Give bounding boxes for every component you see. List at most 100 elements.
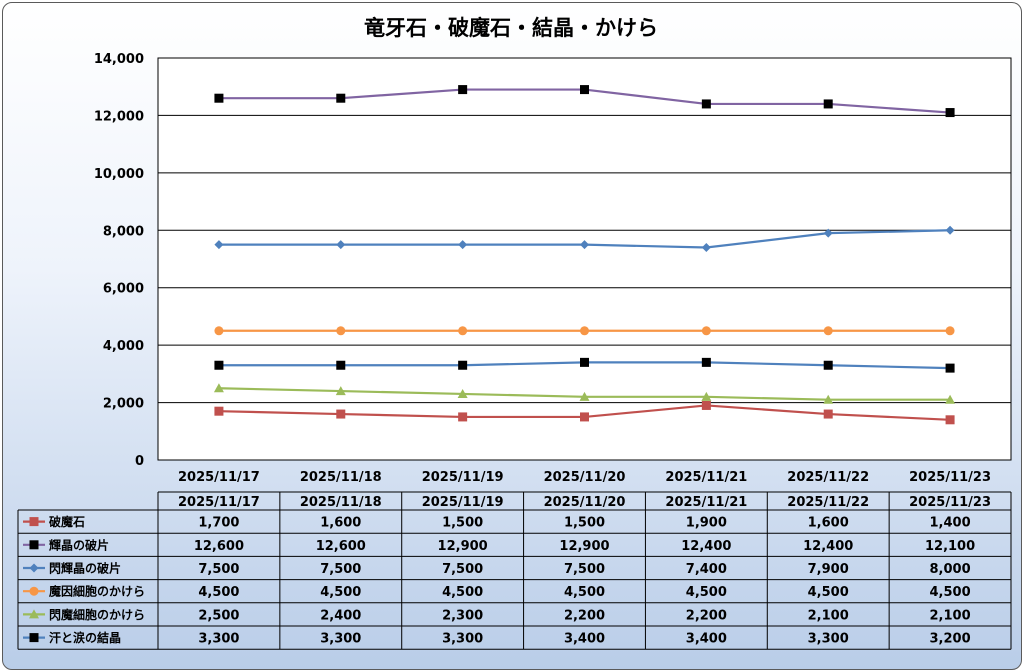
data-point: [701, 326, 711, 336]
table-header-cell: 2025/11/21: [665, 495, 747, 510]
x-axis-ticks: 2025/11/17 2025/11/18 2025/11/19 2025/11/20…: [178, 470, 991, 485]
table-cell: 8,000: [930, 562, 971, 577]
legend-marker: [29, 540, 39, 550]
table-cell: 2,300: [442, 608, 483, 623]
data-point: [214, 360, 224, 370]
table-cell: 3,300: [320, 632, 361, 647]
table-cell: 4,500: [320, 585, 361, 600]
y-tick-label: 12,000: [94, 109, 144, 124]
table-cell: 1,900: [686, 516, 727, 531]
data-point: [336, 326, 346, 336]
table-cell: 3,300: [442, 632, 483, 647]
table-cell: 1,700: [198, 516, 239, 531]
y-tick-label: 2,000: [103, 397, 144, 412]
table-header-cell: 2025/11/20: [544, 495, 626, 510]
table-cell: 7,400: [686, 562, 727, 577]
x-tick-label: 2025/11/17: [178, 470, 260, 485]
data-point: [701, 391, 712, 401]
data-point: [335, 386, 346, 396]
table-cell: 1,400: [930, 516, 971, 531]
data-point: [701, 357, 711, 367]
data-point: [214, 326, 224, 336]
data-point: [579, 391, 590, 401]
table-cell: 7,500: [320, 562, 361, 577]
table-cell: 3,200: [930, 632, 971, 647]
data-point: [580, 240, 589, 250]
legend-marker: [29, 563, 39, 573]
data-point: [823, 394, 834, 404]
table-cell: 4,500: [930, 585, 971, 600]
data-point: [336, 93, 346, 103]
y-tick-label: 10,000: [94, 167, 144, 182]
table-cell: 1,500: [564, 516, 605, 531]
y-axis-ticks: 0 2,000 4,000 6,000 8,000 10,000 12,000 14,000: [94, 52, 144, 469]
table-cell: 1,600: [808, 516, 849, 531]
table-cell: 2,200: [564, 608, 605, 623]
table-cell: 7,500: [564, 562, 605, 577]
table-cell: 4,500: [686, 585, 727, 600]
data-point: [945, 363, 955, 373]
x-tick-label: 2025/11/23: [909, 470, 991, 485]
data-point: [580, 412, 589, 422]
data-point: [701, 400, 711, 410]
data-point: [945, 326, 955, 336]
table-cell: 4,500: [564, 585, 605, 600]
table-cell: 3,400: [564, 632, 605, 647]
data-point: [458, 360, 468, 370]
data-point: [214, 240, 224, 250]
legend-marker: [29, 517, 39, 527]
y-tick-label: 6,000: [103, 282, 144, 297]
data-point: [457, 388, 468, 398]
data-point: [336, 360, 346, 370]
data-point: [945, 225, 955, 235]
data-point: [458, 240, 468, 250]
y-tick-label: 8,000: [103, 224, 144, 239]
table-cell: 12,900: [438, 539, 488, 554]
data-point: [701, 99, 711, 109]
legend-marker: [29, 609, 39, 619]
table-cell: 4,500: [442, 585, 483, 600]
data-point: [701, 243, 711, 253]
data-point: [458, 412, 468, 422]
table-cell: 3,300: [808, 632, 849, 647]
table-cell: 1,600: [320, 516, 361, 531]
table-header-cell: 2025/11/22: [787, 495, 869, 510]
table-cell: 12,600: [194, 539, 244, 554]
data-point: [823, 360, 833, 370]
data-point: [336, 240, 346, 250]
data-point: [214, 93, 224, 103]
table-cell: 2,100: [808, 608, 849, 623]
table-cell: 12,100: [925, 539, 975, 554]
x-tick-label: 2025/11/18: [300, 470, 382, 485]
x-tick-label: 2025/11/20: [544, 470, 626, 485]
table-cell: 12,400: [803, 539, 853, 554]
table-cell: 12,900: [559, 539, 609, 554]
y-tick-label: 4,000: [103, 339, 144, 354]
data-point: [336, 409, 346, 419]
table-cell: 2,100: [930, 608, 971, 623]
table-cell: 7,900: [808, 562, 849, 577]
table-row-label: 魔因細胞のかけら: [49, 584, 145, 599]
data-point: [458, 85, 468, 95]
table-cell: 3,300: [198, 632, 239, 647]
data-point: [823, 228, 833, 238]
data-point: [458, 326, 468, 336]
x-tick-label: 2025/11/21: [665, 470, 747, 485]
table-header-cell: 2025/11/23: [909, 495, 991, 510]
data-point: [945, 394, 956, 404]
data-point: [580, 326, 589, 336]
legend-marker: [29, 633, 39, 643]
chart-title: 竜牙石・破魔石・結晶・かけら: [364, 16, 658, 40]
table-header-cell: 2025/11/18: [300, 495, 382, 510]
table-header-cell: 2025/11/19: [422, 495, 504, 510]
data-point: [214, 406, 224, 416]
table-cell: 2,500: [198, 608, 239, 623]
data-point: [945, 415, 955, 425]
table-cell: 12,400: [681, 539, 731, 554]
table-cell: 7,500: [442, 562, 483, 577]
table-row-label: 汗と涙の結晶: [49, 630, 121, 645]
table-cell: 4,500: [198, 585, 239, 600]
table-cell: 3,400: [686, 632, 727, 647]
table-cell: 2,400: [320, 608, 361, 623]
x-tick-label: 2025/11/19: [422, 470, 504, 485]
